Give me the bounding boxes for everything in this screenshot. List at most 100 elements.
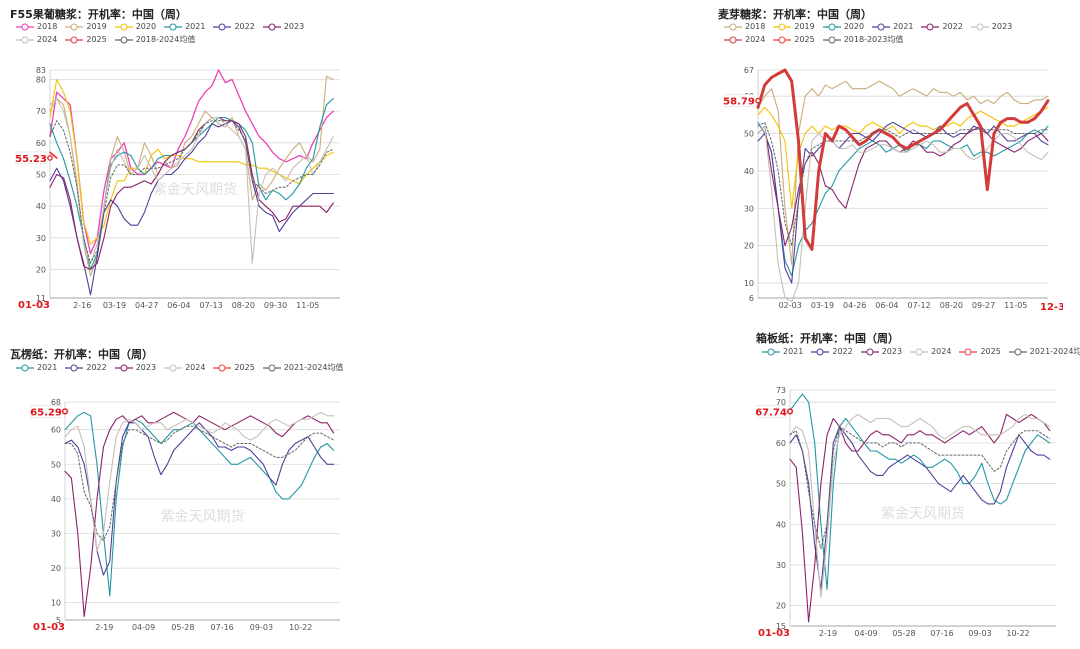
chart-title: 麦芽糖浆：开机率：中国（周）: [718, 8, 872, 21]
legend-swatch: [164, 364, 183, 371]
legend-item: 2025: [773, 35, 815, 44]
x-tick-label: 01-03: [33, 622, 65, 633]
callout-box: [30, 405, 62, 418]
legend-label: 2021: [37, 363, 58, 372]
x-tick-label: 05-28: [171, 623, 194, 632]
legend-label: 2018: [37, 22, 58, 31]
chart-legend: 2021 2022 2023 2024 2025 2021-2024均值: [16, 362, 356, 376]
x-tick-label: 10-22: [1006, 629, 1029, 638]
x-tick-label: 2-19: [819, 629, 837, 638]
legend-label: 2022: [86, 363, 107, 372]
x-tick-label: 03-19: [103, 301, 126, 310]
legend-swatch: [1008, 348, 1027, 355]
y-tick-label: 30: [744, 204, 754, 213]
legend-swatch: [65, 23, 84, 30]
chart-legend: 2018 2019 2020 2021 2022 2023 2024 2025 2018-202…: [16, 22, 356, 48]
legend-label: 2020: [843, 22, 865, 31]
y-tick-label: 70: [36, 107, 46, 116]
y-tick-label: 60: [51, 426, 61, 435]
x-tick-label: 07-12: [907, 301, 930, 310]
plot-area: 15 20 30 40 50 60 70 73 01-03 2-19 04-09 05-28 07-16…: [755, 384, 1066, 644]
series-line: [789, 413, 1051, 599]
legend-item: 2024: [164, 363, 205, 372]
legend-swatch: [65, 36, 84, 43]
legend-item: 2021-2024均值: [1008, 346, 1080, 357]
legend-item: 2022: [65, 363, 107, 372]
legend-label: 2024: [37, 35, 58, 44]
legend-label: 2023: [881, 347, 903, 356]
x-tick-label: 04-09: [854, 629, 877, 638]
y-tick-label: 20: [51, 564, 61, 573]
y-tick-label: 40: [36, 202, 46, 211]
legend-item: 2023: [114, 363, 157, 372]
legend-label: 2025: [794, 35, 815, 44]
legend-item: 2018: [724, 22, 765, 31]
legend-label: 2023: [991, 22, 1013, 31]
plot-area: 11 20 30 40 50 60 70 80 83 01-03 2-16 03-19 04-27 06-…: [10, 64, 355, 316]
legend-swatch: [860, 348, 879, 355]
y-tick-label: 70: [776, 398, 786, 407]
y-tick-label: 30: [51, 529, 61, 538]
y-tick-label: 20: [776, 602, 786, 611]
legend-label: 2022: [832, 347, 853, 356]
series-line: [757, 80, 1049, 265]
series-line: [789, 413, 1051, 623]
legend-swatch: [114, 364, 133, 371]
legend-label: 2023: [135, 363, 157, 372]
y-tick-label: 50: [36, 171, 46, 180]
legend-label: 2021: [783, 347, 804, 356]
legend-item: 2022: [811, 347, 853, 356]
x-tick-label: 01-03: [18, 300, 50, 311]
x-tick-label: 08-20: [232, 301, 255, 310]
legend-label: 2025: [980, 347, 1001, 356]
legend-item: 2023: [860, 347, 903, 356]
legend-item: 2019: [65, 22, 107, 31]
legend-swatch: [16, 36, 34, 43]
legend-swatch: [822, 36, 841, 43]
x-tick-label: 04-27: [135, 301, 158, 310]
legend-item: 2025: [959, 347, 1001, 356]
y-tick-label: 60: [36, 139, 46, 148]
y-tick-label: 73: [776, 386, 786, 395]
series-line: [49, 151, 58, 159]
x-tick-label: 11-05: [296, 301, 319, 310]
legend-swatch: [773, 36, 792, 43]
legend-item: 2021: [16, 363, 57, 372]
series-line: [49, 78, 334, 245]
plot-area: 5 10 20 30 40 50 60 68 01-03 2-19 04-09 05-28 07-16 0…: [10, 398, 355, 644]
y-tick-label: 30: [36, 234, 46, 243]
x-end-label: 12-30: [1040, 302, 1063, 313]
series-line: [64, 411, 335, 552]
legend-label: 2021-2024均值: [1029, 347, 1080, 356]
series-line: [49, 97, 334, 264]
legend-item: 2024: [910, 347, 951, 356]
y-tick-label: 15: [776, 622, 786, 631]
y-tick-label: 40: [744, 167, 754, 176]
legend-label: 2019: [86, 22, 107, 31]
series-line: [789, 426, 1051, 550]
legend-swatch: [910, 348, 929, 355]
legend-label: 2022: [942, 22, 963, 31]
legend-label: 2018-2024均值: [135, 35, 196, 44]
legend-swatch: [921, 23, 940, 30]
chart-legend: 2021 2022 2023 2024 2025 2021-2024均值: [762, 346, 1080, 360]
x-tick-label: 09-30: [264, 301, 287, 310]
y-tick-label: 50: [51, 460, 61, 469]
watermark: 紫金天风期货: [161, 508, 245, 525]
legend-label: 2019: [794, 22, 815, 31]
chart-title: 瓦楞纸：开机率：中国（周）: [10, 348, 153, 361]
legend-swatch: [164, 23, 183, 30]
y-tick-label: 20: [744, 242, 754, 251]
series-line: [49, 116, 334, 271]
callout-box: [755, 405, 787, 418]
legend-swatch: [213, 23, 232, 30]
callout-box: [723, 94, 755, 107]
x-tick-label: 07-16: [211, 623, 234, 632]
y-tick-label: 80: [36, 76, 46, 85]
x-tick-label: 01-03: [758, 628, 790, 639]
y-tick-label: 83: [36, 66, 46, 75]
legend-label: 2024: [931, 347, 952, 356]
legend-label: 2021-2024均值: [283, 363, 344, 372]
series-line: [64, 425, 335, 541]
